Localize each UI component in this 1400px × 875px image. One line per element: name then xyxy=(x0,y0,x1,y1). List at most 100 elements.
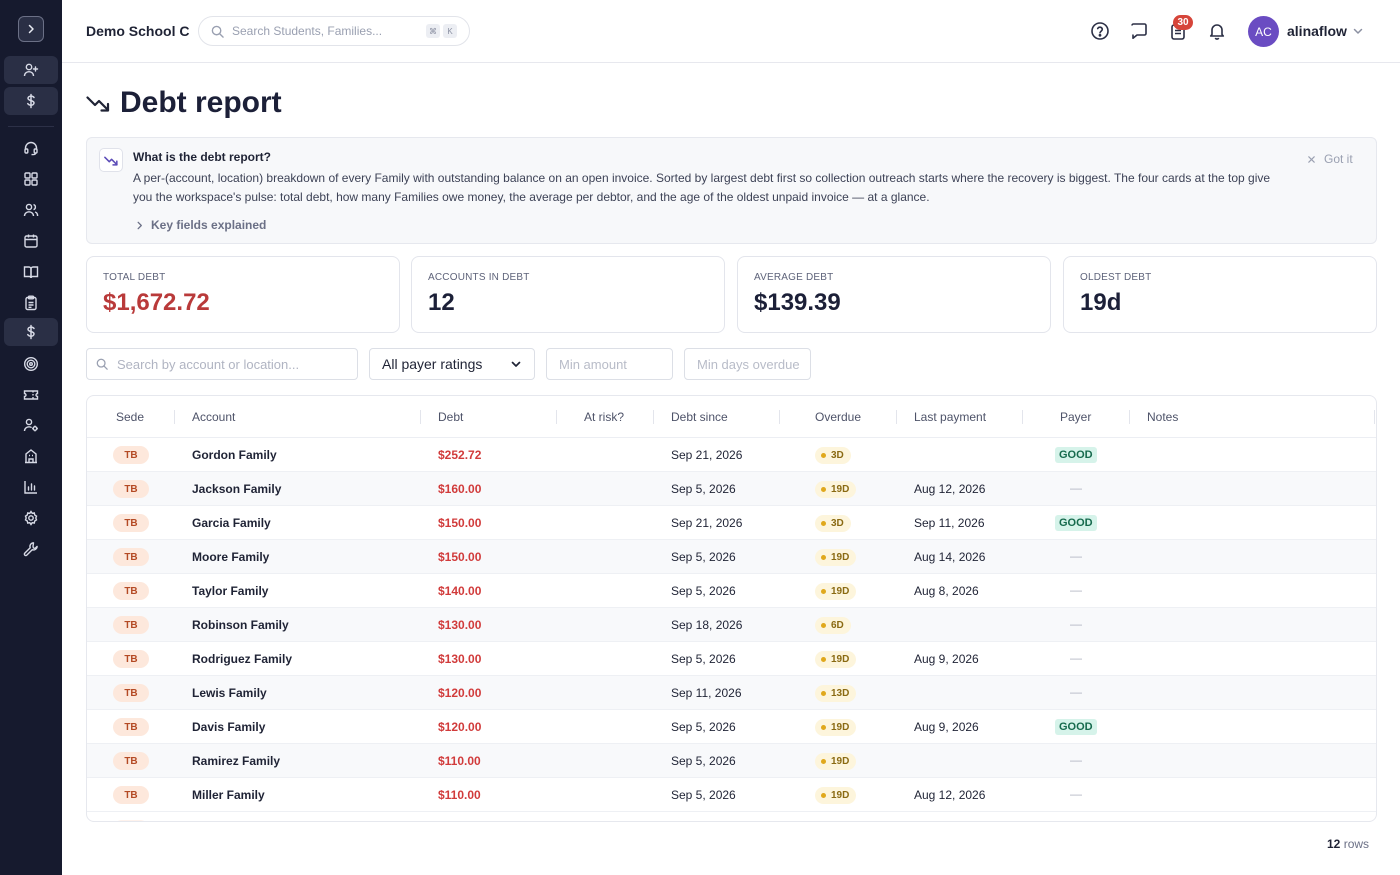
close-icon xyxy=(1308,155,1315,163)
debt-amount: $150.00 xyxy=(438,516,482,530)
sidebar-item-reports[interactable] xyxy=(4,473,58,501)
sidebar-item-billing[interactable] xyxy=(4,87,58,115)
column-header-last-payment[interactable]: Last payment xyxy=(914,410,987,424)
dismiss-info-button[interactable]: Got it xyxy=(1307,152,1353,166)
debt-since-date: Sep 5, 2026 xyxy=(671,788,736,802)
sidebar-expand-button[interactable] xyxy=(18,16,44,42)
bell-icon xyxy=(1209,24,1225,40)
notifications-button[interactable] xyxy=(1207,21,1227,41)
shortcut-key-k: K xyxy=(443,24,457,38)
payer-rating-select[interactable]: All payer ratings xyxy=(369,348,535,380)
column-header-account[interactable]: Account xyxy=(192,410,236,424)
sede-badge: TB xyxy=(113,718,149,736)
sede-badge xyxy=(113,820,149,821)
column-header-debt[interactable]: Debt xyxy=(438,410,464,424)
clipboard-icon xyxy=(25,295,37,311)
overdue-dot xyxy=(821,725,826,730)
column-header-notes[interactable]: Notes xyxy=(1147,410,1179,424)
username[interactable]: alinaflow xyxy=(1287,23,1347,39)
table-row[interactable]: TB Lewis Family $120.00 Sep 11, 2026 13D — xyxy=(87,676,1376,710)
account-search-input[interactable]: Search by account or location... xyxy=(86,348,358,380)
debt-amount: $130.00 xyxy=(438,618,482,632)
sidebar-item-tasks[interactable] xyxy=(4,289,58,317)
column-header-at-risk[interactable]: At risk? xyxy=(584,410,625,424)
account-name[interactable]: Garcia Family xyxy=(192,516,271,530)
account-name[interactable]: Miller Family xyxy=(192,788,265,802)
debt-amount: $120.00 xyxy=(438,686,482,700)
table-header: Sede Account Debt At risk? Debt since Ov… xyxy=(87,396,1376,438)
payer-rating-empty: — xyxy=(1070,651,1082,665)
column-header-payer[interactable]: Payer xyxy=(1060,410,1092,424)
account-name[interactable]: Lewis Family xyxy=(192,686,267,700)
sidebar-item-calendar[interactable] xyxy=(4,227,58,255)
account-name[interactable]: Davis Family xyxy=(192,720,266,734)
table-row[interactable]: TB Miller Family $110.00 Sep 5, 2026 19D Aug … xyxy=(87,778,1376,812)
bar-chart-icon xyxy=(24,481,37,494)
column-header-sede[interactable]: Sede xyxy=(116,410,145,424)
sidebar-item-settings[interactable] xyxy=(4,504,58,532)
column-divider xyxy=(779,410,780,424)
payer-rating-badge: GOOD xyxy=(1055,447,1097,463)
help-button[interactable] xyxy=(1090,21,1110,41)
sede-badge: TB xyxy=(113,752,149,770)
messages-button[interactable] xyxy=(1129,21,1149,41)
overdue-dot xyxy=(821,521,826,526)
debt-table: Sede Account Debt At risk? Debt since Ov… xyxy=(86,395,1377,822)
sidebar-item-courses[interactable] xyxy=(4,258,58,286)
column-divider xyxy=(174,410,175,424)
account-name[interactable]: Robinson Family xyxy=(192,618,289,632)
key-fields-toggle[interactable]: Key fields explained xyxy=(135,218,266,232)
dashboard-icon xyxy=(24,172,38,186)
payer-rating-badge: GOOD xyxy=(1055,719,1097,735)
last-payment-date: Aug 9, 2026 xyxy=(914,652,979,666)
sidebar-item-staff[interactable] xyxy=(4,411,58,439)
table-row[interactable]: TB Ramirez Family $110.00 Sep 5, 2026 19D — xyxy=(87,744,1376,778)
table-row[interactable]: TB Gordon Family $252.72 Sep 21, 2026 3D GOOD xyxy=(87,438,1376,472)
table-row[interactable]: TB Jackson Family $160.00 Sep 5, 2026 19D Aug… xyxy=(87,472,1376,506)
debt-since-date: Sep 5, 2026 xyxy=(671,720,736,734)
min-amount-input[interactable]: Min amount xyxy=(546,348,673,380)
account-name[interactable]: Taylor Family xyxy=(192,584,269,598)
last-payment-date: Sep 11, 2026 xyxy=(914,516,985,530)
account-name[interactable]: Jackson Family xyxy=(192,482,282,496)
sidebar-item-goals[interactable] xyxy=(4,350,58,378)
column-header-debt-since[interactable]: Debt since xyxy=(671,410,728,424)
debt-since-date: Sep 5, 2026 xyxy=(671,482,736,496)
table-row[interactable]: TB Taylor Family $140.00 Sep 5, 2026 19D Aug … xyxy=(87,574,1376,608)
overdue-days: 19D xyxy=(831,722,850,733)
sidebar-item-locations[interactable] xyxy=(4,442,58,470)
user-menu-toggle[interactable] xyxy=(1352,25,1364,37)
table-row[interactable]: TB Moore Family $150.00 Sep 5, 2026 19D Aug 1… xyxy=(87,540,1376,574)
wrench-icon xyxy=(23,542,38,557)
account-name[interactable]: Gordon Family xyxy=(192,448,277,462)
sidebar xyxy=(0,0,62,875)
sidebar-item-dashboard[interactable] xyxy=(4,165,58,193)
school-name[interactable]: Demo School C xyxy=(86,23,190,39)
sidebar-divider xyxy=(8,126,54,127)
sidebar-item-tickets[interactable] xyxy=(4,381,58,409)
trending-down-icon xyxy=(99,148,123,172)
table-row[interactable]: TB Garcia Family $150.00 Sep 21, 2026 3D Sep … xyxy=(87,506,1376,540)
stat-label: OLDEST DEBT xyxy=(1080,272,1152,283)
account-name[interactable]: Rodriguez Family xyxy=(192,652,293,666)
table-row[interactable]: TB Davis Family $120.00 Sep 5, 2026 19D Aug 9… xyxy=(87,710,1376,744)
sidebar-item-tools[interactable] xyxy=(4,535,58,563)
min-days-overdue-input[interactable]: Min days overdue xyxy=(684,348,811,380)
user-settings-icon xyxy=(23,418,38,432)
avatar[interactable]: AC xyxy=(1248,16,1279,47)
account-name[interactable]: Ramirez Family xyxy=(192,754,281,768)
sidebar-item-users[interactable] xyxy=(4,196,58,224)
table-row[interactable]: TB Rodriguez Family $130.00 Sep 5, 2026 19D A… xyxy=(87,642,1376,676)
column-header-overdue[interactable]: Overdue xyxy=(815,410,862,424)
debt-amount: $150.00 xyxy=(438,550,482,564)
debt-amount: $110.00 xyxy=(438,788,481,802)
sidebar-item-add-user[interactable] xyxy=(4,56,58,84)
global-search-input[interactable]: Search Students, Families... ⌘ K xyxy=(198,16,470,46)
overdue-badge: 19D xyxy=(815,651,857,668)
user-plus-icon xyxy=(23,63,39,77)
table-row[interactable]: TB Robinson Family $130.00 Sep 18, 2026 6D — xyxy=(87,608,1376,642)
sidebar-item-debt[interactable] xyxy=(4,318,58,346)
sidebar-item-support[interactable] xyxy=(4,134,58,162)
last-payment-date: Aug 14, 2026 xyxy=(914,550,986,564)
account-name[interactable]: Moore Family xyxy=(192,550,270,564)
